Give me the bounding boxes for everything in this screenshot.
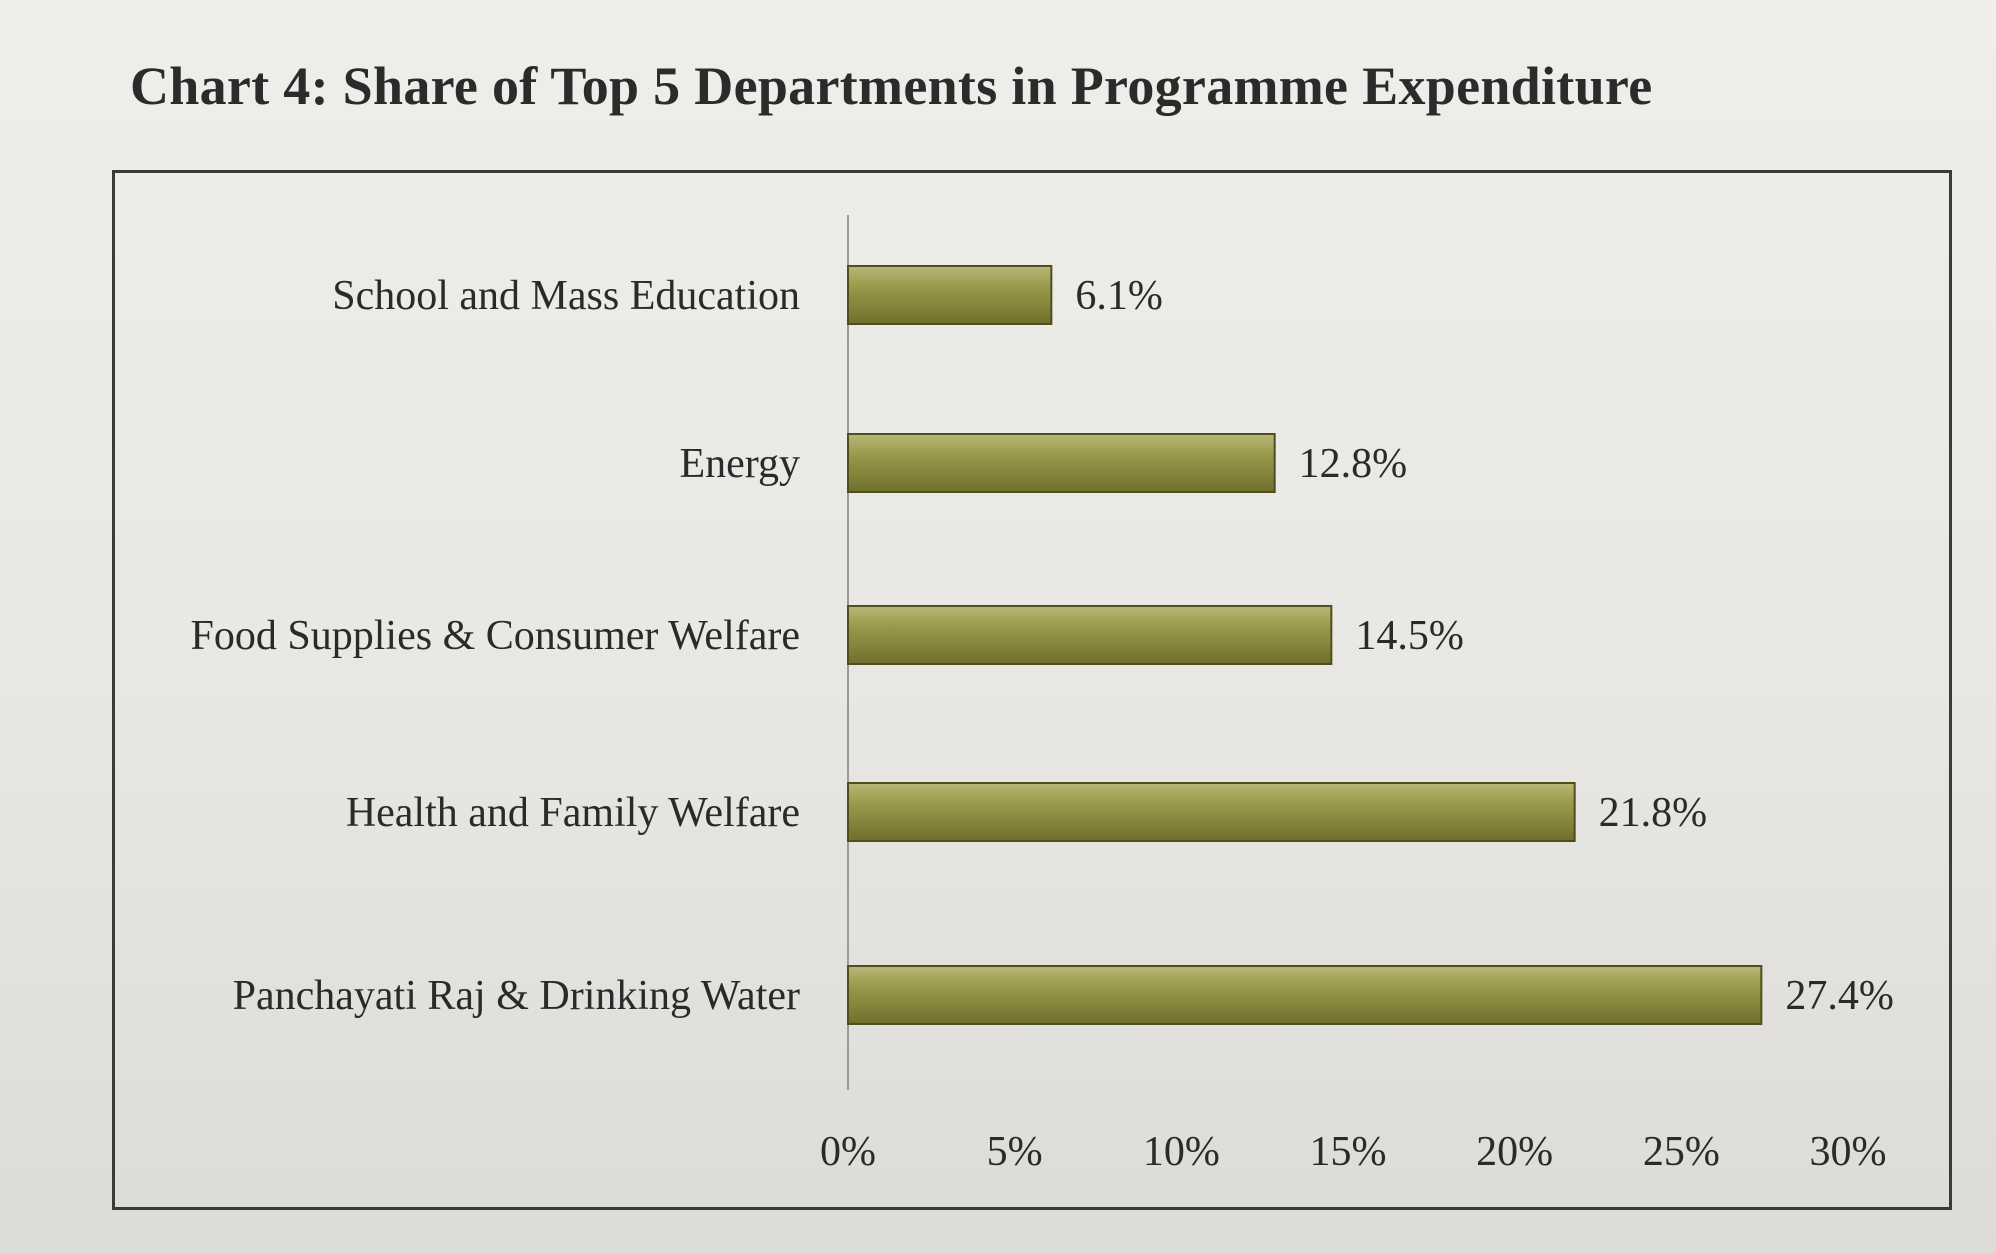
x-tick-label: 25% <box>1643 1129 1720 1175</box>
bar <box>847 265 1053 325</box>
data-label: 21.8% <box>1599 790 1708 836</box>
category-label: Energy <box>679 441 800 487</box>
bar <box>847 782 1576 842</box>
category-label: Panchayati Raj & Drinking Water <box>233 973 800 1019</box>
bar <box>847 433 1276 493</box>
chart-title: Chart 4: Share of Top 5 Departments in P… <box>130 56 1653 116</box>
x-tick-label: 30% <box>1810 1129 1887 1175</box>
x-tick-label: 0% <box>820 1129 876 1175</box>
data-label: 14.5% <box>1355 613 1464 659</box>
chart-frame <box>112 170 1952 1210</box>
category-label: Health and Family Welfare <box>346 790 800 836</box>
data-label: 12.8% <box>1299 441 1408 487</box>
data-label: 6.1% <box>1075 273 1163 319</box>
x-tick-label: 10% <box>1143 1129 1220 1175</box>
bar <box>847 965 1763 1025</box>
data-label: 27.4% <box>1785 973 1894 1019</box>
x-tick-label: 15% <box>1310 1129 1387 1175</box>
bar <box>847 605 1333 665</box>
x-tick-label: 5% <box>987 1129 1043 1175</box>
category-label: School and Mass Education <box>332 273 800 319</box>
x-tick-label: 20% <box>1476 1129 1553 1175</box>
category-label: Food Supplies & Consumer Welfare <box>191 613 800 659</box>
